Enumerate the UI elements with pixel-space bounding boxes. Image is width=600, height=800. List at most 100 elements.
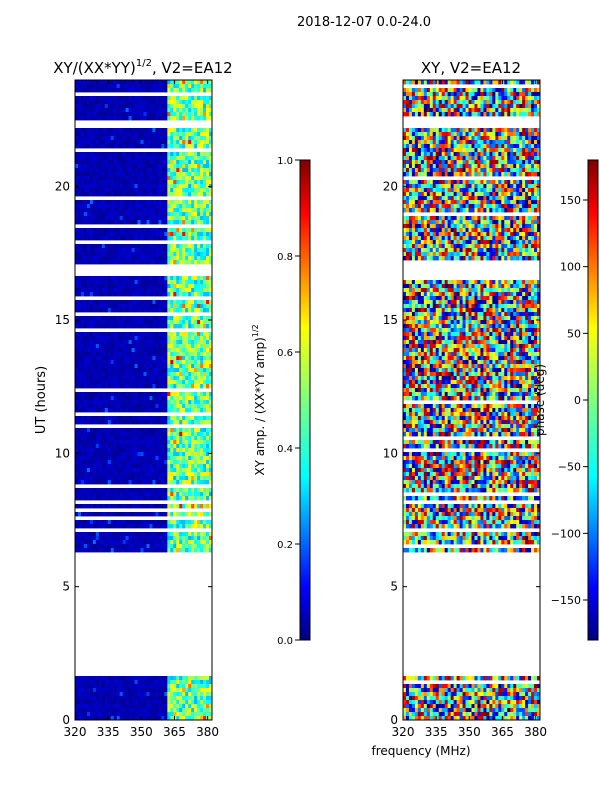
heatmap-cell (167, 292, 171, 297)
heatmap-cell (170, 384, 174, 389)
heatmap-cell (131, 716, 135, 720)
heatmap-cell (128, 156, 132, 161)
heatmap-cell (89, 384, 94, 389)
heatmap-cell (125, 452, 130, 457)
heatmap-cell (152, 236, 156, 241)
heatmap-cell (191, 680, 195, 685)
heatmap-cell (75, 128, 79, 133)
heatmap-cell (170, 480, 174, 485)
heatmap-cell (200, 320, 204, 325)
heatmap-cell (149, 356, 153, 361)
heatmap-cell (101, 492, 106, 497)
heatmap-cell (92, 364, 97, 369)
heatmap-cell (185, 184, 189, 189)
heatmap-cell (194, 492, 198, 497)
heatmap-cell (158, 80, 162, 85)
heatmap-cell (173, 112, 177, 117)
heatmap-cell (104, 464, 109, 469)
heatmap-cell (104, 520, 109, 525)
heatmap-cell (143, 696, 147, 701)
heatmap-cell (89, 280, 94, 285)
heatmap-cell (200, 256, 204, 261)
heatmap-cell (155, 712, 159, 717)
heatmap-cell (131, 180, 135, 185)
heatmap-cell (149, 496, 153, 501)
heatmap-cell (131, 172, 135, 177)
heatmap-cell (182, 460, 186, 465)
heatmap-cell (101, 376, 106, 381)
heatmap-cell (80, 228, 85, 233)
heatmap-cell (113, 144, 118, 149)
heatmap-cell (119, 544, 124, 549)
heatmap-cell (83, 544, 88, 549)
heatmap-cell (86, 716, 91, 720)
heatmap-cell (77, 368, 82, 373)
heatmap-cell (119, 216, 124, 221)
heatmap-cell (149, 520, 153, 525)
heatmap-cell (113, 164, 118, 169)
heatmap-cell (146, 400, 150, 405)
heatmap-cell (77, 496, 82, 501)
heatmap-cell (194, 364, 198, 369)
heatmap-cell (191, 448, 195, 453)
heatmap-cell (83, 216, 88, 221)
heatmap-cell (149, 220, 153, 225)
heatmap-cell (113, 432, 118, 437)
heatmap-cell (101, 292, 106, 297)
heatmap-cell (98, 164, 103, 169)
heatmap-cell (122, 160, 127, 165)
heatmap-cell (182, 676, 186, 681)
heatmap-cell (206, 344, 210, 349)
heatmap-cell (161, 408, 165, 413)
heatmap-cell (80, 384, 85, 389)
heatmap-cell (75, 404, 79, 409)
heatmap-cell (161, 364, 165, 369)
heatmap-cell (110, 448, 115, 453)
heatmap-cell (158, 452, 162, 457)
heatmap-cell (125, 232, 130, 237)
heatmap-cell (128, 544, 132, 549)
heatmap-cell (197, 256, 201, 261)
heatmap-cell (75, 188, 79, 193)
heatmap-cell (149, 348, 153, 353)
heatmap-cell (131, 436, 135, 441)
heatmap-cell (173, 356, 177, 361)
heatmap-cell (86, 496, 91, 501)
heatmap-cell (155, 380, 159, 385)
heatmap-cell (131, 244, 135, 249)
heatmap-cell (203, 276, 207, 281)
heatmap-cell (113, 136, 118, 141)
heatmap-cell (116, 228, 121, 233)
heatmap-cell (98, 144, 103, 149)
heatmap-cell (158, 188, 162, 193)
heatmap-cell (209, 356, 212, 361)
heatmap-cell (176, 276, 180, 281)
heatmap-cell (101, 316, 106, 321)
heatmap-cell (179, 276, 183, 281)
heatmap-cell (89, 704, 94, 709)
heatmap-cell (137, 488, 141, 493)
heatmap-cell (170, 380, 174, 385)
heatmap-cell (137, 104, 141, 109)
heatmap-cell (164, 548, 168, 553)
heatmap-cell (122, 460, 127, 465)
heatmap-cell (191, 80, 195, 85)
heatmap-cell (125, 456, 130, 461)
heatmap-cell (164, 440, 168, 445)
heatmap-cell (158, 540, 162, 545)
heatmap-cell (143, 708, 147, 713)
heatmap-cell (203, 140, 207, 145)
heatmap-cell (104, 356, 109, 361)
heatmap-cell (140, 380, 144, 385)
heatmap-cell (98, 716, 103, 720)
heatmap-cell (116, 340, 121, 345)
heatmap-cell (161, 208, 165, 213)
heatmap-cell (113, 384, 118, 389)
heatmap-cell (89, 488, 94, 493)
heatmap-cell (77, 108, 82, 113)
heatmap-cell (77, 520, 82, 525)
heatmap-cell (77, 708, 82, 713)
heatmap-cell (116, 324, 121, 329)
heatmap-cell (110, 444, 115, 449)
heatmap-cell (95, 276, 100, 281)
